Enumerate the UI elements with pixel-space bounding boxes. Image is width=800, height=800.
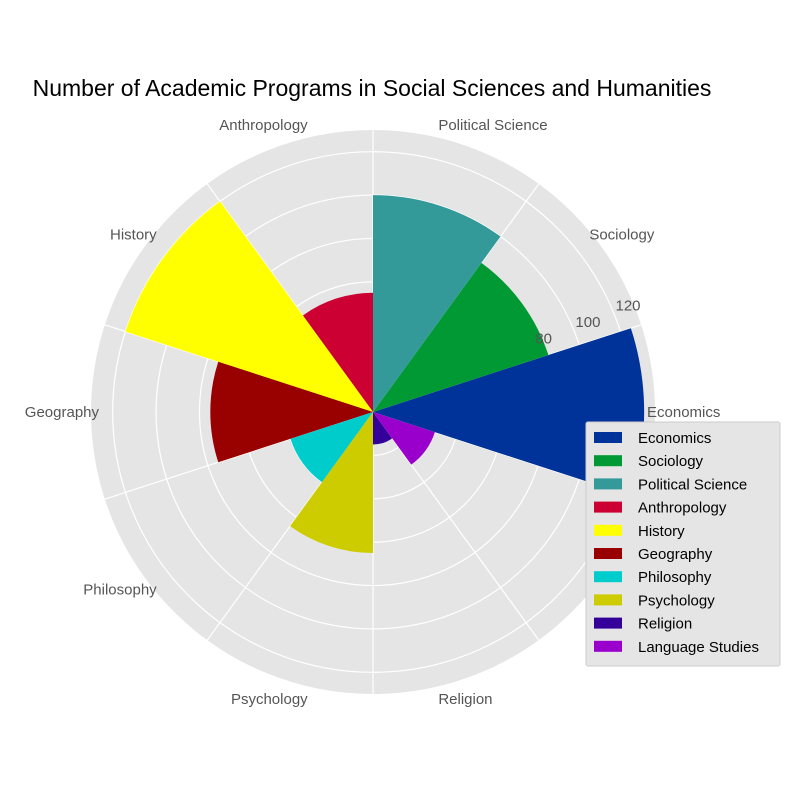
legend-label-psychology: Psychology: [638, 592, 715, 609]
category-label-political-science: Political Science: [438, 117, 547, 134]
wedge-political-science: [373, 195, 501, 412]
radial-tick-label: 80: [535, 331, 552, 348]
legend-swatch-economics: [594, 432, 622, 443]
wedge-economics: [373, 328, 645, 496]
category-label-history: History: [110, 226, 157, 243]
legend-label-economics: Economics: [638, 430, 711, 447]
category-label-sociology: Sociology: [589, 226, 655, 243]
wedge-history: [125, 201, 373, 412]
chart-title: Number of Academic Programs in Social Sc…: [33, 75, 712, 101]
legend-label-geography: Geography: [638, 546, 713, 563]
wedge-sociology: [373, 262, 549, 412]
category-label-economics: Economics: [647, 404, 720, 421]
legend: Economics Sociology Political Science Anthr…: [585, 421, 781, 667]
legend-swatch-psychology: [594, 594, 622, 606]
legend-label-political-science: Political Science: [638, 476, 747, 493]
category-label-religion: Religion: [438, 691, 492, 708]
legend-swatch-religion: [594, 617, 622, 629]
radial-tick-label: 100: [575, 314, 600, 331]
wedge-geography: [210, 361, 373, 463]
wedge-religion: [373, 412, 393, 445]
polar-plot-area: 80 100 120 Economics Sociology Political Scie…: [25, 117, 721, 708]
category-label-philosophy: Philosophy: [83, 582, 157, 599]
category-label-psychology: Psychology: [231, 691, 308, 708]
legend-label-religion: Religion: [638, 616, 692, 633]
legend-label-sociology: Sociology: [638, 453, 704, 470]
legend-box: [585, 421, 781, 667]
legend-label-philosophy: Philosophy: [638, 569, 712, 586]
legend-label-language-studies: Language Studies: [638, 639, 759, 656]
legend-swatch-geography: [594, 548, 622, 559]
legend-label-anthropology: Anthropology: [638, 500, 727, 517]
legend-swatch-language-studies: [594, 640, 622, 652]
wedge-philosophy: [290, 412, 373, 483]
legend-swatch-sociology: [594, 455, 622, 467]
legend-swatch-philosophy: [594, 571, 622, 583]
wedge-anthropology: [302, 292, 373, 412]
legend-label-history: History: [638, 523, 685, 540]
wedge-language-studies: [373, 412, 435, 465]
legend-swatch-anthropology: [594, 501, 622, 513]
radial-tick-label: 120: [615, 297, 640, 314]
wedge-psychology: [290, 412, 373, 553]
legend-swatch-history: [594, 524, 622, 536]
legend-swatch-political-science: [594, 478, 622, 490]
category-label-anthropology: Anthropology: [219, 117, 308, 134]
category-label-geography: Geography: [25, 404, 100, 421]
